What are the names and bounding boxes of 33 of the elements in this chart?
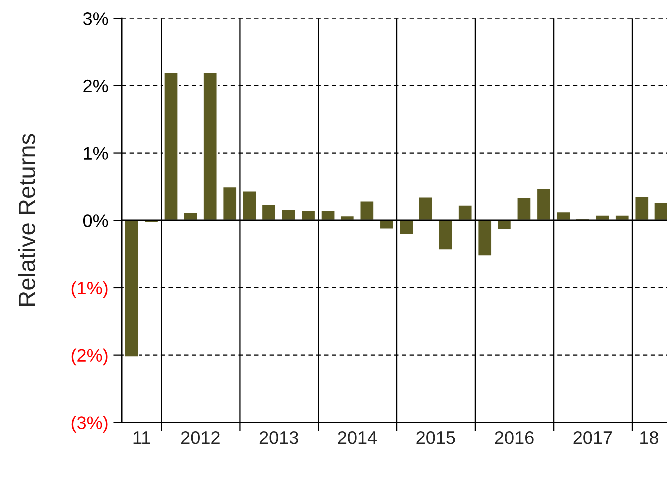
y-axis-title: Relative Returns bbox=[18, 134, 36, 306]
x-tick-label: 2013 bbox=[260, 431, 298, 444]
bar bbox=[359, 200, 375, 222]
bar bbox=[458, 204, 474, 222]
y-tick-label: (3%) bbox=[72, 416, 108, 433]
bar bbox=[222, 186, 238, 222]
bar bbox=[438, 220, 454, 251]
bar bbox=[280, 209, 297, 222]
bar bbox=[124, 220, 140, 358]
bar bbox=[261, 204, 277, 222]
y-tick-label: 3% bbox=[83, 12, 108, 26]
y-tick-label: 2% bbox=[84, 80, 108, 93]
bar bbox=[634, 196, 650, 222]
bar bbox=[536, 188, 552, 222]
x-tick-label: 2015 bbox=[416, 431, 456, 444]
y-tick-label: (2%) bbox=[72, 348, 108, 366]
bar bbox=[516, 197, 532, 222]
y-tick-label: 1% bbox=[84, 147, 108, 160]
x-tick-label: 11 bbox=[134, 432, 150, 444]
bar bbox=[398, 220, 415, 236]
bar bbox=[163, 72, 180, 222]
y-tick-label: 0% bbox=[83, 214, 108, 228]
bar bbox=[202, 72, 218, 222]
bar bbox=[242, 190, 258, 222]
x-tick-label: 2014 bbox=[338, 431, 378, 444]
x-tick-label: 2016 bbox=[495, 431, 534, 444]
x-tick-label: 18 bbox=[640, 431, 658, 444]
bar bbox=[300, 210, 316, 222]
bar bbox=[418, 196, 434, 222]
bar bbox=[477, 220, 493, 258]
x-tick-label: 2012 bbox=[182, 431, 220, 444]
y-tick-label: (1%) bbox=[72, 281, 108, 298]
x-tick-label: 2017 bbox=[574, 431, 612, 444]
